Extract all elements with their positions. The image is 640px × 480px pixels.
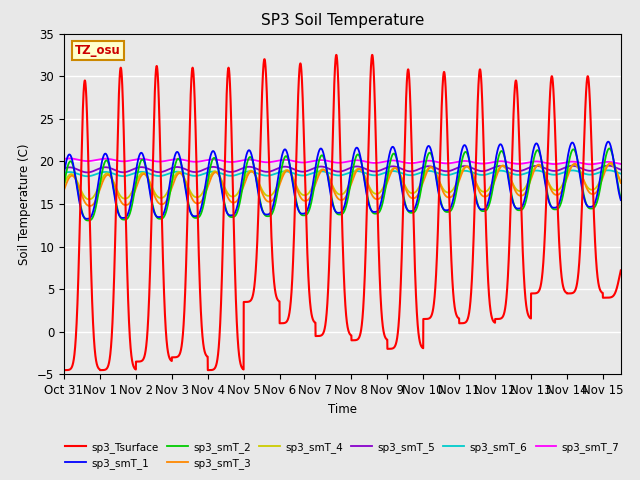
Title: SP3 Soil Temperature: SP3 Soil Temperature bbox=[260, 13, 424, 28]
Y-axis label: Soil Temperature (C): Soil Temperature (C) bbox=[19, 143, 31, 265]
X-axis label: Time: Time bbox=[328, 403, 357, 416]
Legend: sp3_Tsurface, sp3_smT_1, sp3_smT_2, sp3_smT_3, sp3_smT_4, sp3_smT_5, sp3_smT_6, : sp3_Tsurface, sp3_smT_1, sp3_smT_2, sp3_… bbox=[61, 438, 623, 473]
Text: TZ_osu: TZ_osu bbox=[75, 44, 121, 57]
